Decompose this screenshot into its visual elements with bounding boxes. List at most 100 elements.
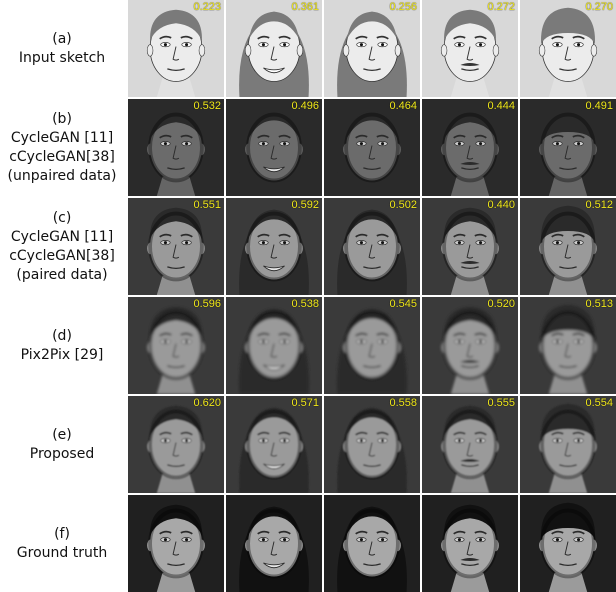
face-cell-c-4: 0.440 <box>422 198 518 295</box>
face-cell-c-1: 0.551 <box>128 198 224 295</box>
similarity-score: 0.496 <box>291 100 319 112</box>
similarity-score: 0.270 <box>585 1 613 13</box>
similarity-score: 0.272 <box>487 1 515 13</box>
face-cell-a-4: 0.272 <box>422 0 518 97</box>
similarity-score: 0.223 <box>193 1 221 13</box>
similarity-score: 0.538 <box>291 298 319 310</box>
row-label-line: CycleGAN [11] <box>10 228 114 245</box>
row-label-c: (c) CycleGAN [11] cCycleGAN[38] (paired dat… <box>0 198 124 295</box>
face-cell-c-5: 0.512 <box>520 198 616 295</box>
face-image <box>422 495 518 592</box>
face-cell-a-3: 0.256 <box>324 0 420 97</box>
row-label-line: CycleGAN [11] <box>10 129 114 146</box>
row-label-line: Input sketch <box>18 49 106 66</box>
face-image <box>520 99 616 196</box>
similarity-score: 0.502 <box>389 199 417 211</box>
face-cell-f-4 <box>422 495 518 592</box>
row-label-line: (f) <box>54 525 70 542</box>
face-cell-b-4: 0.444 <box>422 99 518 196</box>
similarity-score: 0.596 <box>193 298 221 310</box>
similarity-score: 0.512 <box>585 199 613 211</box>
face-image <box>226 495 322 592</box>
similarity-score: 0.444 <box>487 100 515 112</box>
row-label-line: cCycleGAN[38] <box>9 148 115 165</box>
row-label-line: (a) <box>52 30 72 47</box>
similarity-score: 0.558 <box>389 397 417 409</box>
face-cell-b-1: 0.532 <box>128 99 224 196</box>
face-image <box>520 297 616 394</box>
row-label-line: (paired data) <box>16 266 108 283</box>
face-cell-b-3: 0.464 <box>324 99 420 196</box>
face-image <box>226 297 322 394</box>
face-cell-d-2: 0.538 <box>226 297 322 394</box>
face-cell-d-3: 0.545 <box>324 297 420 394</box>
face-image <box>128 99 224 196</box>
similarity-score: 0.440 <box>487 199 515 211</box>
face-cell-e-3: 0.558 <box>324 396 420 493</box>
similarity-score: 0.545 <box>389 298 417 310</box>
face-cell-e-5: 0.554 <box>520 396 616 493</box>
face-image <box>520 495 616 592</box>
face-image <box>128 0 224 97</box>
face-image <box>226 396 322 493</box>
face-image <box>128 495 224 592</box>
face-image <box>422 0 518 97</box>
face-image <box>128 396 224 493</box>
row-label-a: (a) Input sketch <box>0 0 124 97</box>
face-image <box>226 198 322 295</box>
similarity-score: 0.361 <box>291 1 319 13</box>
similarity-score: 0.592 <box>291 199 319 211</box>
face-image <box>324 99 420 196</box>
face-image <box>324 198 420 295</box>
row-label-line: cCycleGAN[38] <box>9 247 115 264</box>
face-cell-f-5 <box>520 495 616 592</box>
row-label-line: (c) <box>52 209 72 226</box>
row-label-line: Proposed <box>29 445 95 462</box>
similarity-score: 0.620 <box>193 397 221 409</box>
face-cell-a-2: 0.361 <box>226 0 322 97</box>
similarity-score: 0.555 <box>487 397 515 409</box>
similarity-score: 0.256 <box>389 1 417 13</box>
similarity-score: 0.532 <box>193 100 221 112</box>
row-label-line: Pix2Pix [29] <box>20 346 104 363</box>
face-cell-f-1 <box>128 495 224 592</box>
face-image <box>226 99 322 196</box>
face-cell-d-5: 0.513 <box>520 297 616 394</box>
similarity-score: 0.551 <box>193 199 221 211</box>
row-label-f: (f) Ground truth <box>0 495 124 592</box>
face-cell-c-3: 0.502 <box>324 198 420 295</box>
face-image <box>422 99 518 196</box>
row-label-line: Ground truth <box>16 544 108 561</box>
face-cell-e-2: 0.571 <box>226 396 322 493</box>
face-image <box>422 198 518 295</box>
face-image <box>520 396 616 493</box>
face-cell-a-5: 0.270 <box>520 0 616 97</box>
similarity-score: 0.491 <box>585 100 613 112</box>
row-label-line: (d) <box>52 327 72 344</box>
face-cell-b-2: 0.496 <box>226 99 322 196</box>
row-label-b: (b) CycleGAN [11] cCycleGAN[38] (unpaired d… <box>0 99 124 196</box>
similarity-score: 0.464 <box>389 100 417 112</box>
face-cell-f-2 <box>226 495 322 592</box>
similarity-score: 0.554 <box>585 397 613 409</box>
face-cell-e-1: 0.620 <box>128 396 224 493</box>
row-label-line: (b) <box>52 110 72 127</box>
face-image <box>324 495 420 592</box>
similarity-score: 0.520 <box>487 298 515 310</box>
row-label-e: (e) Proposed <box>0 396 124 493</box>
face-image <box>324 0 420 97</box>
face-image <box>324 297 420 394</box>
face-image <box>128 198 224 295</box>
similarity-score: 0.571 <box>291 397 319 409</box>
face-cell-e-4: 0.555 <box>422 396 518 493</box>
row-label-d: (d) Pix2Pix [29] <box>0 297 124 394</box>
face-cell-d-4: 0.520 <box>422 297 518 394</box>
face-image <box>422 396 518 493</box>
similarity-score: 0.513 <box>585 298 613 310</box>
face-image <box>520 198 616 295</box>
face-cell-c-2: 0.592 <box>226 198 322 295</box>
face-cell-a-1: 0.223 <box>128 0 224 97</box>
face-image <box>422 297 518 394</box>
face-image <box>324 396 420 493</box>
